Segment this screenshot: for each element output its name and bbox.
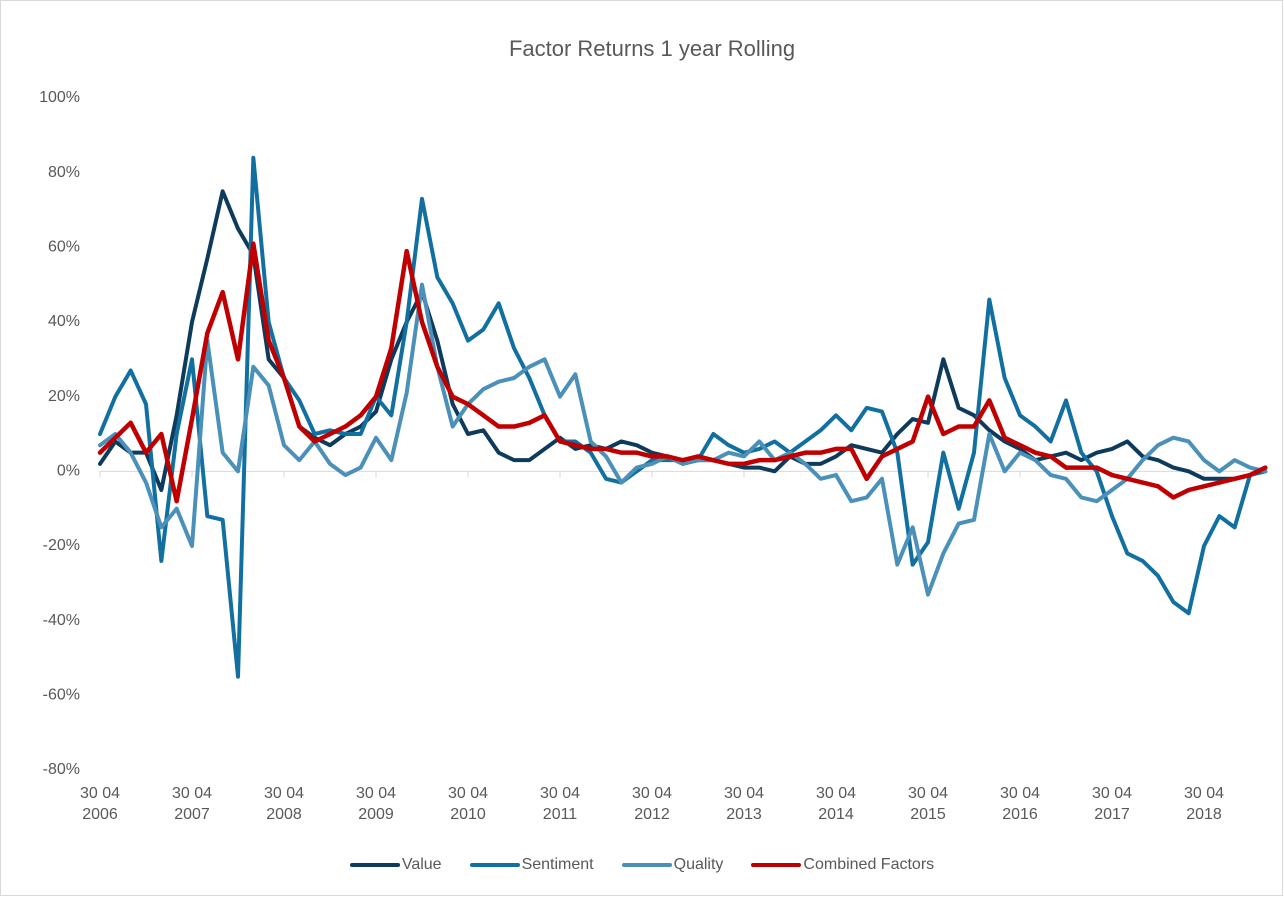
x-tick-label: 30 04 2017 <box>1091 785 1133 823</box>
x-tick-label: 30 04 2016 <box>999 785 1041 823</box>
legend-item: Sentiment <box>469 856 594 874</box>
series-line <box>98 282 1268 597</box>
x-tick-label: 30 04 2008 <box>263 785 305 823</box>
y-tick-label: 60% <box>48 239 80 256</box>
x-tick-label: 30 04 2012 <box>631 785 673 823</box>
legend-item: Quality <box>621 856 724 874</box>
chart-title: Factor Returns 1 year Rolling <box>509 36 795 61</box>
legend-label: Value <box>401 856 442 873</box>
y-tick-label: 40% <box>48 313 80 330</box>
x-tick-label: 30 04 2014 <box>815 785 857 823</box>
legend-item: Value <box>349 856 442 874</box>
y-tick-label: -60% <box>43 687 80 704</box>
x-tick-label: 30 04 2015 <box>907 785 949 823</box>
y-tick-label: 100% <box>39 89 80 106</box>
x-tick-label: 30 04 2009 <box>355 785 397 823</box>
y-tick-label: 20% <box>48 388 80 405</box>
x-tick-label: 30 04 2018 <box>1183 785 1225 823</box>
y-tick-label: 0% <box>57 463 80 480</box>
legend-swatch <box>469 863 520 867</box>
legend-swatch <box>349 863 400 867</box>
x-tick-label: 30 04 2010 <box>447 785 489 823</box>
y-tick-label: -20% <box>43 537 80 554</box>
x-tick-label: 30 04 2007 <box>171 785 213 823</box>
x-tick-label: 30 04 2013 <box>723 785 765 823</box>
legend-label: Sentiment <box>521 856 594 873</box>
legend-item: Combined Factors <box>751 856 934 874</box>
x-tick-label: 30 04 2006 <box>79 785 121 823</box>
legend: Value Sentiment Quality Combined Factors <box>0 856 1284 874</box>
series-line <box>97 241 1268 504</box>
x-tick-label: 30 04 2011 <box>539 785 581 823</box>
legend-label: Combined Factors <box>803 856 935 873</box>
legend-swatch <box>621 863 672 867</box>
y-tick-label: -80% <box>43 761 80 778</box>
legend-swatch <box>751 863 802 867</box>
legend-label: Quality <box>673 856 724 873</box>
y-tick-label: -40% <box>43 612 80 629</box>
y-tick-label: 80% <box>48 164 80 181</box>
